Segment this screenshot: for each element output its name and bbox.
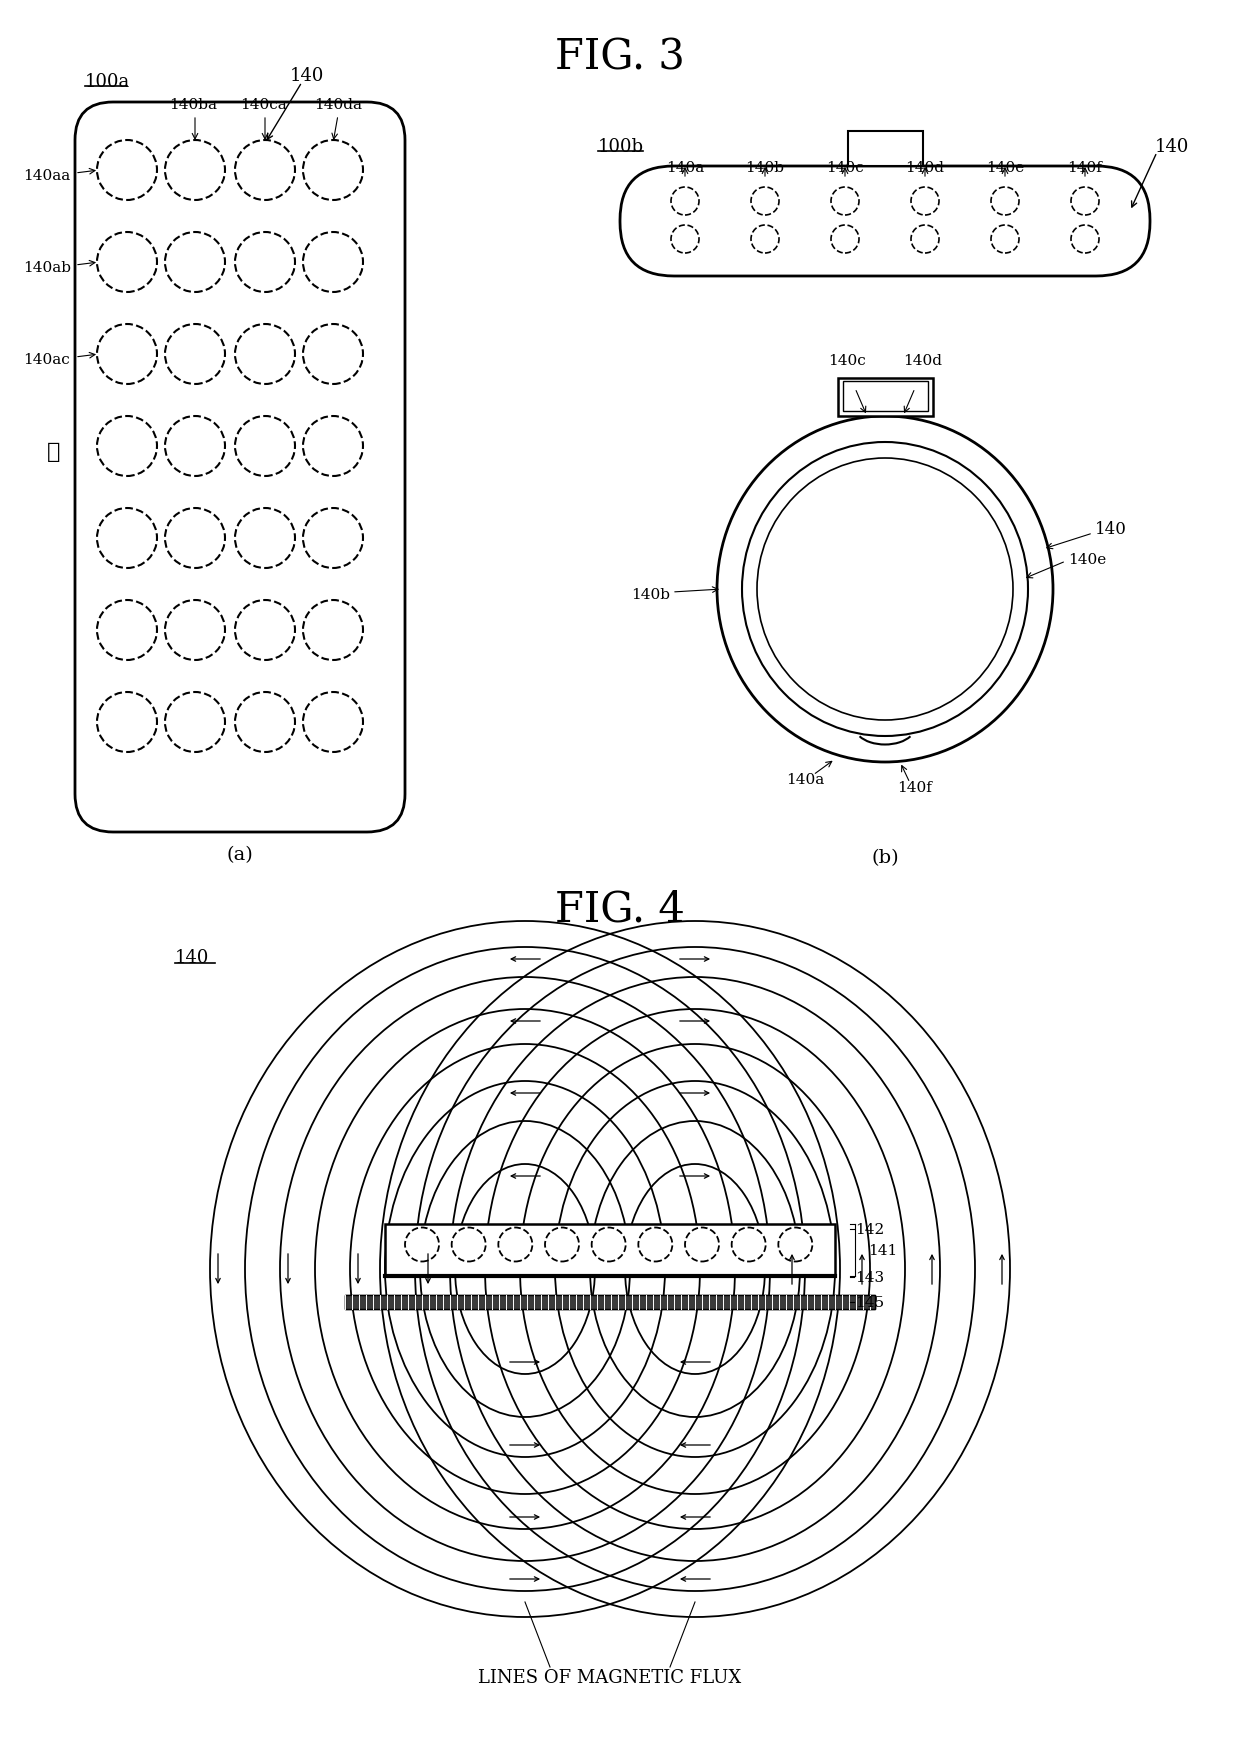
Text: 145: 145 — [856, 1295, 884, 1309]
Circle shape — [546, 1227, 579, 1262]
Bar — [847, 131, 923, 166]
Text: LINES OF MAGNETIC FLUX: LINES OF MAGNETIC FLUX — [479, 1668, 742, 1687]
Circle shape — [751, 187, 779, 215]
Circle shape — [165, 692, 224, 753]
Bar — [345, 1295, 875, 1309]
Text: 140a: 140a — [786, 773, 825, 787]
Text: 140: 140 — [1154, 138, 1189, 156]
Text: 140: 140 — [290, 66, 325, 86]
Bar — [837, 379, 932, 416]
Circle shape — [303, 692, 363, 753]
Text: 140f: 140f — [1068, 161, 1102, 175]
Circle shape — [831, 225, 859, 253]
Text: 140e: 140e — [1068, 552, 1106, 566]
FancyBboxPatch shape — [620, 166, 1149, 276]
Circle shape — [405, 1227, 439, 1262]
Text: 142: 142 — [856, 1222, 884, 1236]
Text: 140f: 140f — [898, 781, 932, 795]
Text: 140aa: 140aa — [24, 170, 71, 184]
Circle shape — [779, 1227, 812, 1262]
Text: 100b: 100b — [598, 138, 644, 156]
Text: 140: 140 — [175, 949, 210, 967]
Text: 100a: 100a — [86, 73, 130, 91]
Circle shape — [97, 416, 157, 477]
Circle shape — [639, 1227, 672, 1262]
Circle shape — [165, 232, 224, 294]
Circle shape — [236, 416, 295, 477]
Circle shape — [751, 225, 779, 253]
Circle shape — [684, 1227, 719, 1262]
Circle shape — [303, 325, 363, 385]
Circle shape — [303, 232, 363, 294]
Circle shape — [303, 601, 363, 661]
Text: (a): (a) — [227, 846, 253, 864]
Circle shape — [236, 142, 295, 201]
Circle shape — [732, 1227, 765, 1262]
Circle shape — [165, 509, 224, 568]
Circle shape — [303, 416, 363, 477]
Circle shape — [1071, 225, 1099, 253]
Circle shape — [991, 187, 1019, 215]
Text: 140ba: 140ba — [169, 98, 217, 112]
Circle shape — [97, 509, 157, 568]
Bar — [384, 1224, 835, 1276]
Text: 141: 141 — [868, 1243, 898, 1257]
Circle shape — [236, 692, 295, 753]
Text: FIG. 4: FIG. 4 — [556, 888, 684, 930]
Ellipse shape — [717, 416, 1053, 762]
Circle shape — [236, 509, 295, 568]
Text: 140d: 140d — [904, 353, 942, 367]
Text: 140ca: 140ca — [239, 98, 286, 112]
Circle shape — [671, 187, 699, 215]
Text: 143: 143 — [856, 1271, 884, 1285]
Circle shape — [97, 692, 157, 753]
Ellipse shape — [742, 442, 1028, 736]
Circle shape — [303, 509, 363, 568]
Ellipse shape — [756, 458, 1013, 720]
Text: 140b: 140b — [631, 587, 670, 601]
Text: 140c: 140c — [828, 353, 866, 367]
Text: 140d: 140d — [905, 161, 945, 175]
Circle shape — [303, 142, 363, 201]
Circle shape — [911, 187, 939, 215]
Circle shape — [236, 325, 295, 385]
Circle shape — [97, 142, 157, 201]
Circle shape — [97, 601, 157, 661]
Circle shape — [97, 232, 157, 294]
Text: (b): (b) — [872, 848, 899, 867]
Circle shape — [911, 225, 939, 253]
Circle shape — [236, 232, 295, 294]
Circle shape — [97, 325, 157, 385]
Bar — [842, 381, 928, 413]
Circle shape — [498, 1227, 532, 1262]
Circle shape — [671, 225, 699, 253]
Text: 140e: 140e — [986, 161, 1024, 175]
Bar — [345, 1295, 875, 1309]
Circle shape — [451, 1227, 486, 1262]
Text: 140b: 140b — [745, 161, 785, 175]
Text: 140c: 140c — [826, 161, 864, 175]
Text: 140da: 140da — [314, 98, 362, 112]
Circle shape — [236, 601, 295, 661]
Text: FIG. 3: FIG. 3 — [556, 37, 684, 79]
Text: ⋯: ⋯ — [47, 440, 61, 463]
Circle shape — [165, 601, 224, 661]
Circle shape — [165, 325, 224, 385]
Text: 140ac: 140ac — [24, 353, 69, 367]
Circle shape — [591, 1227, 626, 1262]
Circle shape — [1071, 187, 1099, 215]
Text: 140a: 140a — [666, 161, 704, 175]
Circle shape — [991, 225, 1019, 253]
Text: 140ab: 140ab — [24, 260, 71, 274]
Text: 140: 140 — [1095, 521, 1127, 538]
Circle shape — [165, 416, 224, 477]
FancyBboxPatch shape — [74, 103, 405, 832]
Circle shape — [165, 142, 224, 201]
Circle shape — [831, 187, 859, 215]
